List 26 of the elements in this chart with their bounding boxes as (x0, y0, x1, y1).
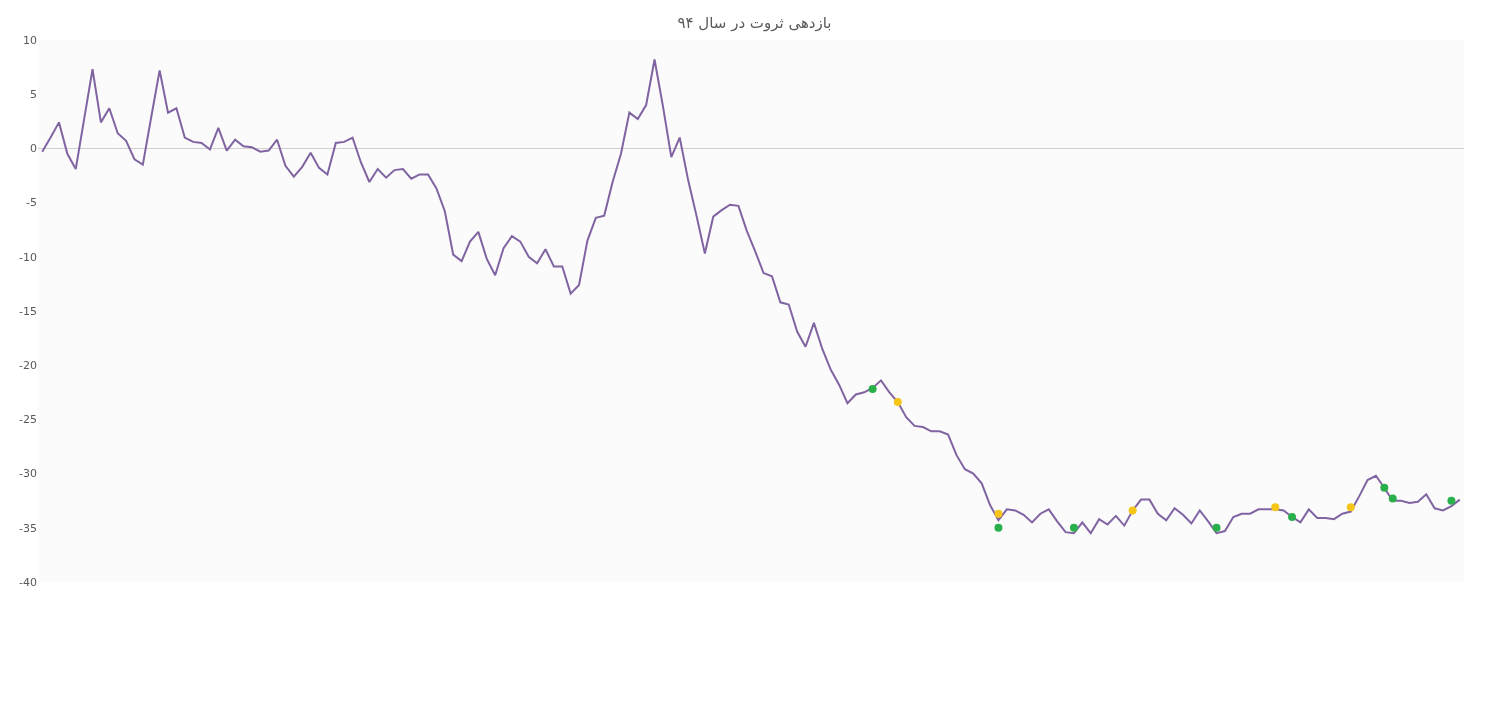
point (893, 398, 902, 407)
y-tick-label: 0 (30, 142, 37, 156)
line-series (41, 58, 1461, 535)
y-tick-label: -25 (19, 413, 37, 427)
point (1388, 494, 1397, 503)
y-tick-label: 5 (30, 88, 37, 102)
chart-title: بازدهی ثروت در سال ۹۴ (677, 14, 832, 33)
y-tick-label: 10 (23, 33, 37, 47)
y-tick-label: -20 (19, 359, 37, 373)
point (1288, 512, 1297, 521)
point (1380, 483, 1389, 492)
point (1128, 506, 1137, 515)
point (1212, 523, 1221, 532)
point (1271, 503, 1280, 512)
point (1069, 523, 1078, 532)
point (994, 509, 1003, 518)
y-tick-label: -10 (19, 250, 37, 264)
point (994, 523, 1003, 532)
y-tick-label: -35 (19, 521, 37, 535)
y-tick-label: -5 (26, 196, 37, 210)
point (868, 385, 877, 394)
point (1346, 503, 1355, 512)
point (1447, 496, 1456, 505)
y-tick-label: -40 (19, 575, 37, 589)
y-tick-label: -15 (19, 304, 37, 318)
y-tick-label: -30 (19, 467, 37, 481)
